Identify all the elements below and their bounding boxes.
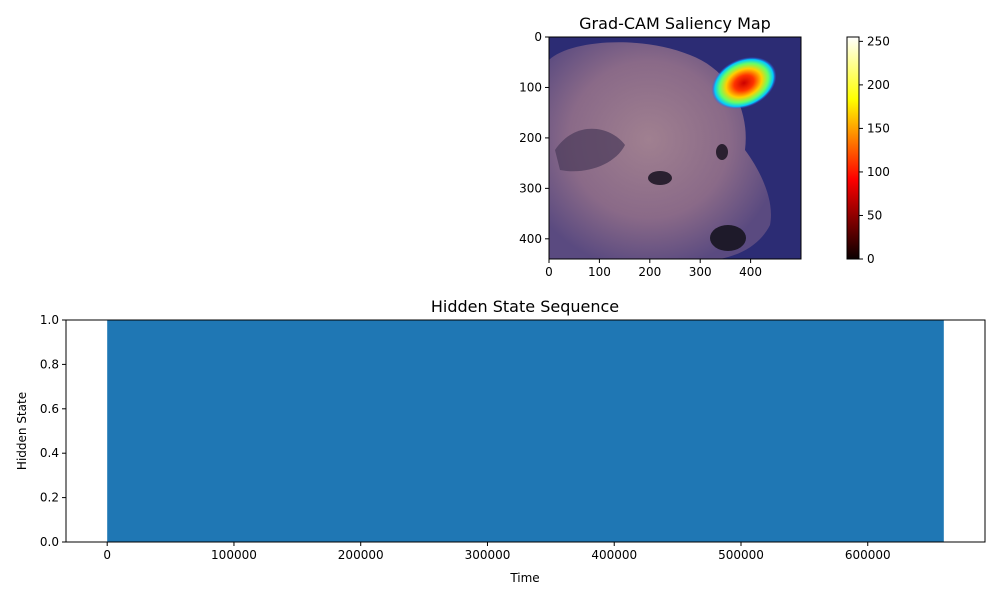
colorbar-tick-label: 250 bbox=[867, 34, 890, 48]
colorbar-tick-label: 200 bbox=[867, 78, 890, 92]
y-tick-label: 0.8 bbox=[40, 357, 59, 371]
y-tick-label: 0.2 bbox=[40, 491, 59, 505]
x-tick-label: 200000 bbox=[338, 548, 384, 562]
y-axis: 0.0 0.2 0.4 0.6 0.8 1.0 bbox=[40, 313, 66, 549]
colorbar-axis: 0 50 100 150 200 250 bbox=[859, 34, 890, 266]
image-x-tick-label: 400 bbox=[739, 265, 762, 279]
image-frame bbox=[548, 36, 802, 260]
dog-head-shadow bbox=[555, 128, 625, 172]
colorbar-tick-label: 150 bbox=[867, 121, 890, 135]
x-tick-label: 400000 bbox=[591, 548, 637, 562]
y-tick-label: 0.6 bbox=[40, 402, 59, 416]
y-axis-label: Hidden State bbox=[15, 392, 29, 470]
colorbar-tick-label: 50 bbox=[867, 208, 882, 222]
x-tick-label: 600000 bbox=[845, 548, 891, 562]
dog-eye bbox=[648, 171, 672, 185]
x-tick-label: 0 bbox=[103, 548, 111, 562]
image-x-tick-label: 300 bbox=[689, 265, 712, 279]
dog-nose bbox=[710, 225, 746, 251]
colorbar-tick-label: 100 bbox=[867, 165, 890, 179]
hidden-state-panel: Hidden State Sequence 0 100000 200000 30000… bbox=[15, 297, 986, 585]
hidden-state-title: Hidden State Sequence bbox=[431, 297, 619, 316]
image-x-tick-label: 200 bbox=[638, 265, 661, 279]
image-x-tick-label: 100 bbox=[588, 265, 611, 279]
image-y-tick-label: 100 bbox=[519, 80, 542, 94]
x-tick-label: 500000 bbox=[718, 548, 764, 562]
x-axis-label: Time bbox=[509, 571, 539, 585]
x-tick-label: 300000 bbox=[465, 548, 511, 562]
y-tick-label: 0.4 bbox=[40, 446, 59, 460]
colorbar-tick-label: 0 bbox=[867, 252, 875, 266]
dog-eye-right bbox=[716, 144, 728, 160]
x-axis: 0 100000 200000 300000 400000 500000 600000 bbox=[103, 542, 891, 562]
image-y-axis: 0 100 200 300 400 bbox=[519, 30, 549, 246]
image-x-tick-label: 0 bbox=[545, 265, 553, 279]
x-tick-label: 100000 bbox=[211, 548, 257, 562]
gradcam-panel: Grad-CAM Saliency Map 0 100 200 300 400 0 100… bbox=[519, 14, 890, 279]
hidden-state-bar bbox=[107, 320, 944, 542]
image-y-tick-label: 400 bbox=[519, 232, 542, 246]
colorbar: 0 50 100 150 200 250 bbox=[846, 34, 890, 266]
y-tick-label: 0.0 bbox=[40, 535, 59, 549]
image-x-axis: 0 100 200 300 400 bbox=[545, 259, 762, 279]
gradcam-title: Grad-CAM Saliency Map bbox=[579, 14, 771, 33]
plot-frame bbox=[65, 319, 986, 543]
bar-series bbox=[107, 320, 944, 542]
image-y-tick-label: 0 bbox=[534, 30, 542, 44]
image-y-tick-label: 300 bbox=[519, 181, 542, 195]
gradcam-image bbox=[549, 37, 801, 259]
cam-hotspot bbox=[711, 56, 777, 110]
image-y-tick-label: 200 bbox=[519, 131, 542, 145]
colorbar-gradient bbox=[846, 36, 860, 260]
y-tick-label: 1.0 bbox=[40, 313, 59, 327]
